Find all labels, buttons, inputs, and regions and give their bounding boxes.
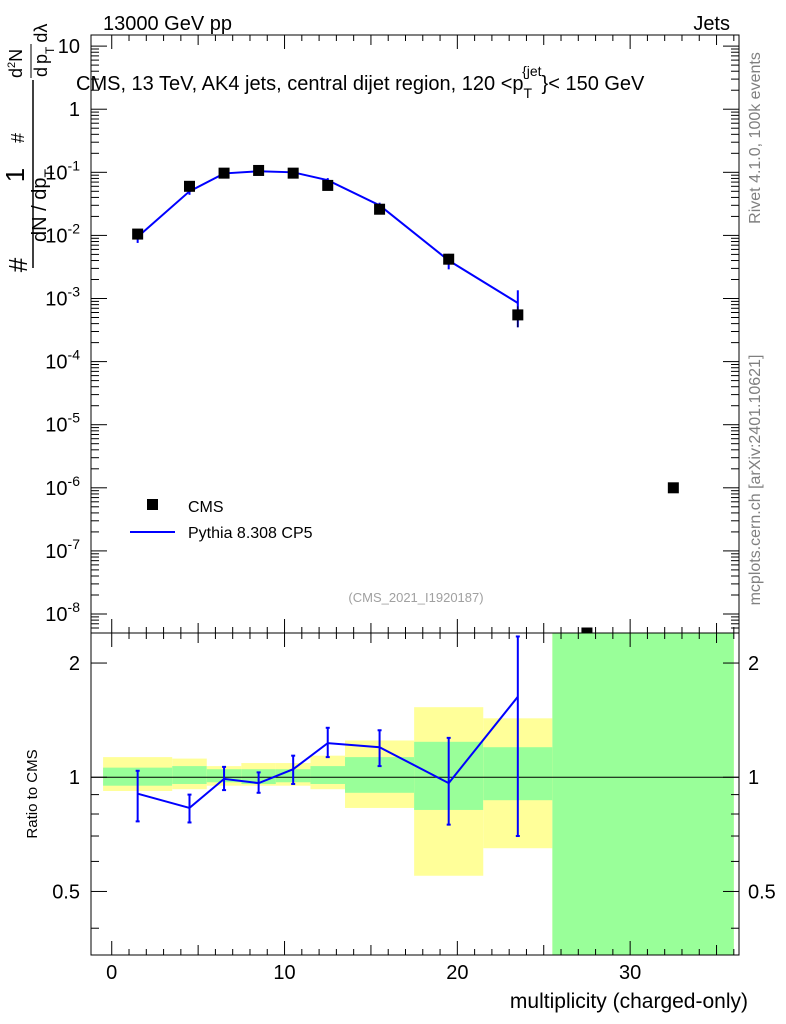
main-y-tick-labels: 10 1 10-1 10-2 10-3 10-4 10-5 10-6 10-7 10-8 xyxy=(45,36,80,626)
cms-data-point xyxy=(667,482,679,494)
rivet-label: Rivet 4.1.0, 100k events xyxy=(747,52,764,224)
cms-data-point xyxy=(443,253,455,265)
ratio-ticks: 0 10 20 30 0.5 0.5 1 1 2 2 xyxy=(52,633,776,984)
main-panel: 10 1 10-1 10-2 10-3 10-4 10-5 10-6 10-7 10-8 xyxy=(45,34,740,639)
main-marks xyxy=(132,164,679,639)
ratio-band-inner xyxy=(172,766,207,784)
ratio-y-tick-label-left: 0.5 xyxy=(52,881,80,903)
ratio-marks xyxy=(91,635,739,838)
cms-data-point xyxy=(132,228,144,240)
main-y-ticks xyxy=(91,35,739,634)
ratio-x-tick-label: 30 xyxy=(619,962,641,984)
main-y-label: # 1 dN / dpT # d2N dpTdλ xyxy=(0,24,57,273)
main-y-tick-label: 10-3 xyxy=(45,284,80,311)
main-y-tick-label: 10 xyxy=(58,36,80,58)
header-left: 13000 GeV pp xyxy=(103,13,232,35)
ratio-y-label: Ratio to CMS xyxy=(24,749,41,838)
main-y-tick-label: 10-1 xyxy=(45,157,80,184)
cms-data-point xyxy=(183,180,195,192)
ratio-band-inner xyxy=(310,766,346,784)
x-axis-label: multiplicity (charged-only) xyxy=(510,990,748,1013)
ratio-x-tick-label: 10 xyxy=(273,962,295,984)
ratio-x-tick-label: 20 xyxy=(446,962,468,984)
main-y-tick-label: 1 xyxy=(69,99,80,121)
main-y-tick-label: 10-2 xyxy=(45,220,80,247)
main-y-tick-label: 10-5 xyxy=(45,410,80,437)
main-y-tick-label: 10-8 xyxy=(45,599,80,626)
legend-pythia-label: Pythia 8.308 CP5 xyxy=(188,525,313,542)
ratio-y-tick-label-left: 1 xyxy=(69,767,80,789)
ratio-panel: 0 10 20 30 0.5 0.5 1 1 2 2 xyxy=(52,632,776,984)
ratio-band-inner xyxy=(552,633,734,955)
cms-data-point xyxy=(287,167,299,179)
main-y-tick-label: 10-4 xyxy=(45,347,80,374)
cms-data-point xyxy=(253,164,265,176)
cms-data-point xyxy=(218,167,230,179)
analysis-watermark: (CMS_2021_I1920187) xyxy=(348,590,483,605)
legend-cms-marker xyxy=(147,499,158,510)
ylabel-numerator: d2N xyxy=(6,49,26,78)
ratio-y-tick-label-right: 1 xyxy=(748,767,759,789)
main-y-tick-label: 10-6 xyxy=(45,473,80,500)
header-right: Jets xyxy=(693,13,730,35)
ratio-y-tick-label-right: 2 xyxy=(748,653,759,675)
ylabel-denominator: dN / dpT xyxy=(29,169,57,243)
ylabel-num-hash: # xyxy=(8,133,28,143)
ratio-y-tick-label-right: 0.5 xyxy=(748,881,776,903)
mcplots-label: mcplots.cern.ch [arXiv:2401.10621] xyxy=(747,355,764,606)
ratio-series-line xyxy=(137,696,519,810)
ratio-x-tick-label: 0 xyxy=(106,962,117,984)
ylabel-hash: # xyxy=(3,257,33,272)
ylabel-one: 1 xyxy=(0,168,30,182)
legend: CMS Pythia 8.308 CP5 xyxy=(130,499,313,542)
cms-data-point xyxy=(512,309,524,321)
ratio-y-tick-label-left: 2 xyxy=(69,653,80,675)
ratio-frame xyxy=(90,632,740,956)
main-frame xyxy=(90,34,740,634)
main-y-tick-label: 10-7 xyxy=(45,536,80,563)
cms-data-point xyxy=(322,179,334,191)
ratio-bands xyxy=(103,633,734,955)
chart-title: CMS, 13 TeV, AK4 jets, central dijet reg… xyxy=(76,63,645,101)
legend-cms-label: CMS xyxy=(188,499,224,516)
ylabel-inner-denominator: dpTdλ xyxy=(31,24,57,77)
cms-data-point xyxy=(374,203,386,215)
